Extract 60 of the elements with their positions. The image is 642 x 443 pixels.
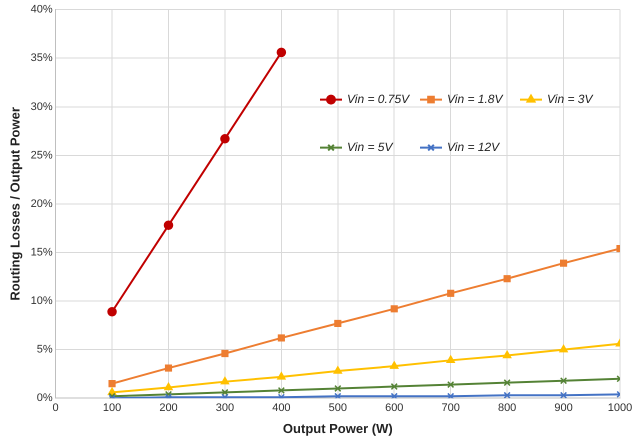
point bbox=[278, 386, 285, 394]
x-tick-label: 100 bbox=[102, 402, 122, 414]
legend-label: Vin = 1.8V bbox=[447, 92, 504, 106]
y-tick-label: 40% bbox=[30, 4, 53, 16]
point bbox=[334, 366, 342, 374]
point bbox=[447, 290, 454, 297]
point bbox=[334, 384, 342, 392]
point bbox=[221, 350, 229, 358]
legend-label: Vin = 5V bbox=[347, 140, 394, 154]
point bbox=[220, 134, 230, 144]
point bbox=[164, 220, 174, 230]
point bbox=[220, 376, 230, 384]
point bbox=[108, 380, 116, 388]
legend-label: Vin = 0.75V bbox=[347, 92, 410, 106]
y-tick-label: 25% bbox=[30, 149, 53, 162]
y-tick-label: 30% bbox=[30, 100, 53, 113]
point bbox=[560, 392, 568, 398]
x-tick-label: 800 bbox=[498, 402, 516, 414]
x-tick-label: 200 bbox=[159, 402, 178, 414]
point bbox=[560, 260, 568, 267]
point bbox=[390, 361, 398, 369]
legend-label: Vin = 12V bbox=[447, 140, 500, 154]
point bbox=[447, 392, 454, 398]
x-tick-label: 600 bbox=[385, 402, 404, 414]
point bbox=[334, 320, 342, 327]
point bbox=[164, 382, 173, 390]
point bbox=[277, 372, 286, 380]
point bbox=[390, 305, 398, 312]
y-axis-title: Routing Losses / Output Power bbox=[7, 107, 22, 301]
point bbox=[276, 48, 286, 58]
x-tick-label: 900 bbox=[554, 402, 573, 414]
y-tick-label: 35% bbox=[30, 52, 53, 64]
legend-label: Vin = 3V bbox=[547, 92, 594, 106]
x-tick-label: 700 bbox=[442, 402, 460, 414]
point bbox=[278, 334, 285, 342]
point bbox=[504, 392, 511, 398]
point bbox=[560, 377, 568, 384]
point bbox=[559, 344, 568, 352]
y-tick-label: 15% bbox=[30, 246, 53, 259]
y-tick-label: 20% bbox=[30, 198, 53, 210]
x-tick-label: 1000 bbox=[608, 402, 632, 414]
point bbox=[164, 364, 172, 372]
point bbox=[107, 306, 117, 316]
x-tick-label: 300 bbox=[216, 402, 234, 414]
point bbox=[390, 382, 398, 390]
point bbox=[390, 392, 398, 398]
y-tick-label: 0% bbox=[36, 392, 53, 404]
y-tick-label: 10% bbox=[30, 295, 53, 308]
point bbox=[446, 356, 455, 364]
x-axis-title: Output Power (W) bbox=[282, 420, 393, 436]
x-tick-label: 0 bbox=[52, 402, 59, 414]
x-tick-label: 400 bbox=[272, 402, 291, 414]
point bbox=[504, 275, 511, 282]
point bbox=[447, 381, 454, 388]
x-tick-label: 500 bbox=[328, 402, 347, 414]
y-tick-label: 5% bbox=[36, 344, 53, 356]
point bbox=[502, 350, 512, 358]
point bbox=[221, 388, 229, 396]
point bbox=[334, 392, 342, 398]
point bbox=[504, 379, 511, 386]
